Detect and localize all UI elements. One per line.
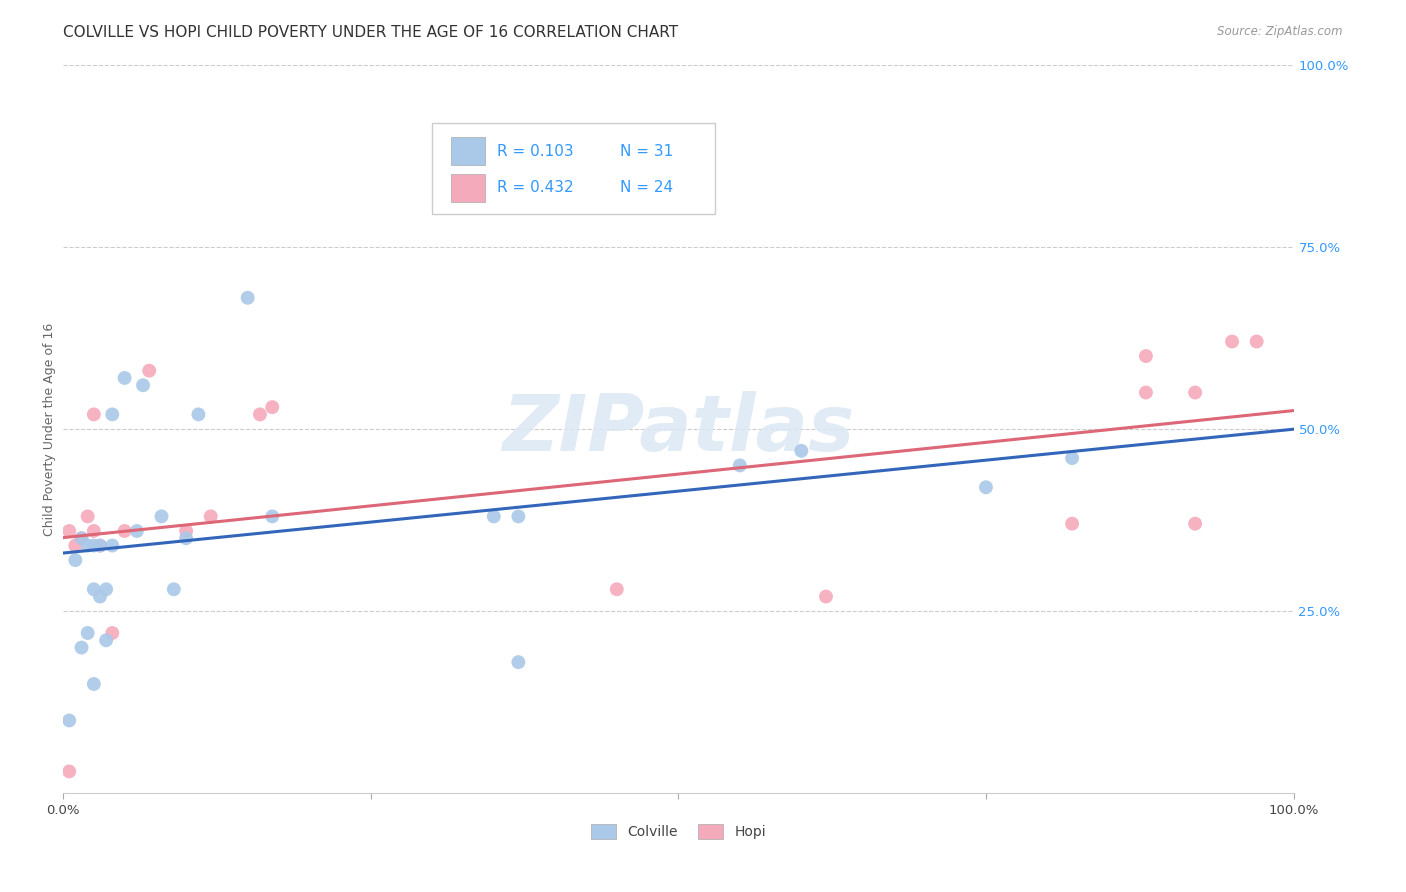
Point — [70, 531, 93, 545]
Text: R = 0.432: R = 0.432 — [498, 180, 574, 195]
Point — [1220, 334, 1243, 349]
Point — [83, 524, 105, 538]
Point — [1246, 334, 1268, 349]
Point — [814, 590, 837, 604]
Point — [606, 582, 628, 597]
Point — [70, 531, 93, 545]
Point — [101, 626, 124, 640]
Point — [790, 443, 813, 458]
Point — [138, 364, 160, 378]
Y-axis label: Child Poverty Under the Age of 16: Child Poverty Under the Age of 16 — [44, 322, 56, 535]
FancyBboxPatch shape — [451, 137, 485, 165]
Point — [200, 509, 222, 524]
Point — [163, 582, 186, 597]
Point — [508, 655, 530, 669]
Point — [1135, 349, 1157, 363]
Point — [83, 582, 105, 597]
Point — [728, 458, 751, 473]
Point — [76, 509, 98, 524]
Point — [1062, 516, 1084, 531]
Point — [482, 509, 505, 524]
Point — [89, 590, 111, 604]
Point — [76, 539, 98, 553]
Point — [974, 480, 997, 494]
Point — [89, 539, 111, 553]
Text: N = 31: N = 31 — [620, 144, 673, 159]
Point — [89, 539, 111, 553]
Point — [83, 677, 105, 691]
Point — [125, 524, 148, 538]
Point — [187, 408, 209, 422]
Text: N = 24: N = 24 — [620, 180, 673, 195]
Text: R = 0.103: R = 0.103 — [498, 144, 574, 159]
Point — [70, 640, 93, 655]
FancyBboxPatch shape — [432, 123, 716, 214]
Point — [1184, 516, 1206, 531]
Point — [150, 509, 173, 524]
Point — [65, 539, 87, 553]
Text: Source: ZipAtlas.com: Source: ZipAtlas.com — [1218, 25, 1343, 38]
Point — [262, 509, 284, 524]
Point — [236, 291, 259, 305]
Point — [83, 539, 105, 553]
Legend: Colville, Hopi: Colville, Hopi — [585, 819, 772, 845]
Point — [83, 408, 105, 422]
Point — [114, 371, 136, 385]
Point — [94, 582, 117, 597]
Point — [174, 531, 197, 545]
FancyBboxPatch shape — [451, 174, 485, 202]
Point — [114, 524, 136, 538]
Point — [262, 400, 284, 414]
Point — [76, 626, 98, 640]
Point — [174, 524, 197, 538]
Point — [58, 714, 80, 728]
Point — [1184, 385, 1206, 400]
Point — [1062, 451, 1084, 466]
Text: COLVILLE VS HOPI CHILD POVERTY UNDER THE AGE OF 16 CORRELATION CHART: COLVILLE VS HOPI CHILD POVERTY UNDER THE… — [63, 25, 678, 40]
Point — [508, 509, 530, 524]
Point — [58, 524, 80, 538]
Point — [58, 764, 80, 779]
Point — [101, 539, 124, 553]
Text: ZIPatlas: ZIPatlas — [502, 391, 855, 467]
Point — [1135, 385, 1157, 400]
Point — [101, 408, 124, 422]
Point — [132, 378, 155, 392]
Point — [94, 633, 117, 648]
Point — [65, 553, 87, 567]
Point — [249, 408, 271, 422]
